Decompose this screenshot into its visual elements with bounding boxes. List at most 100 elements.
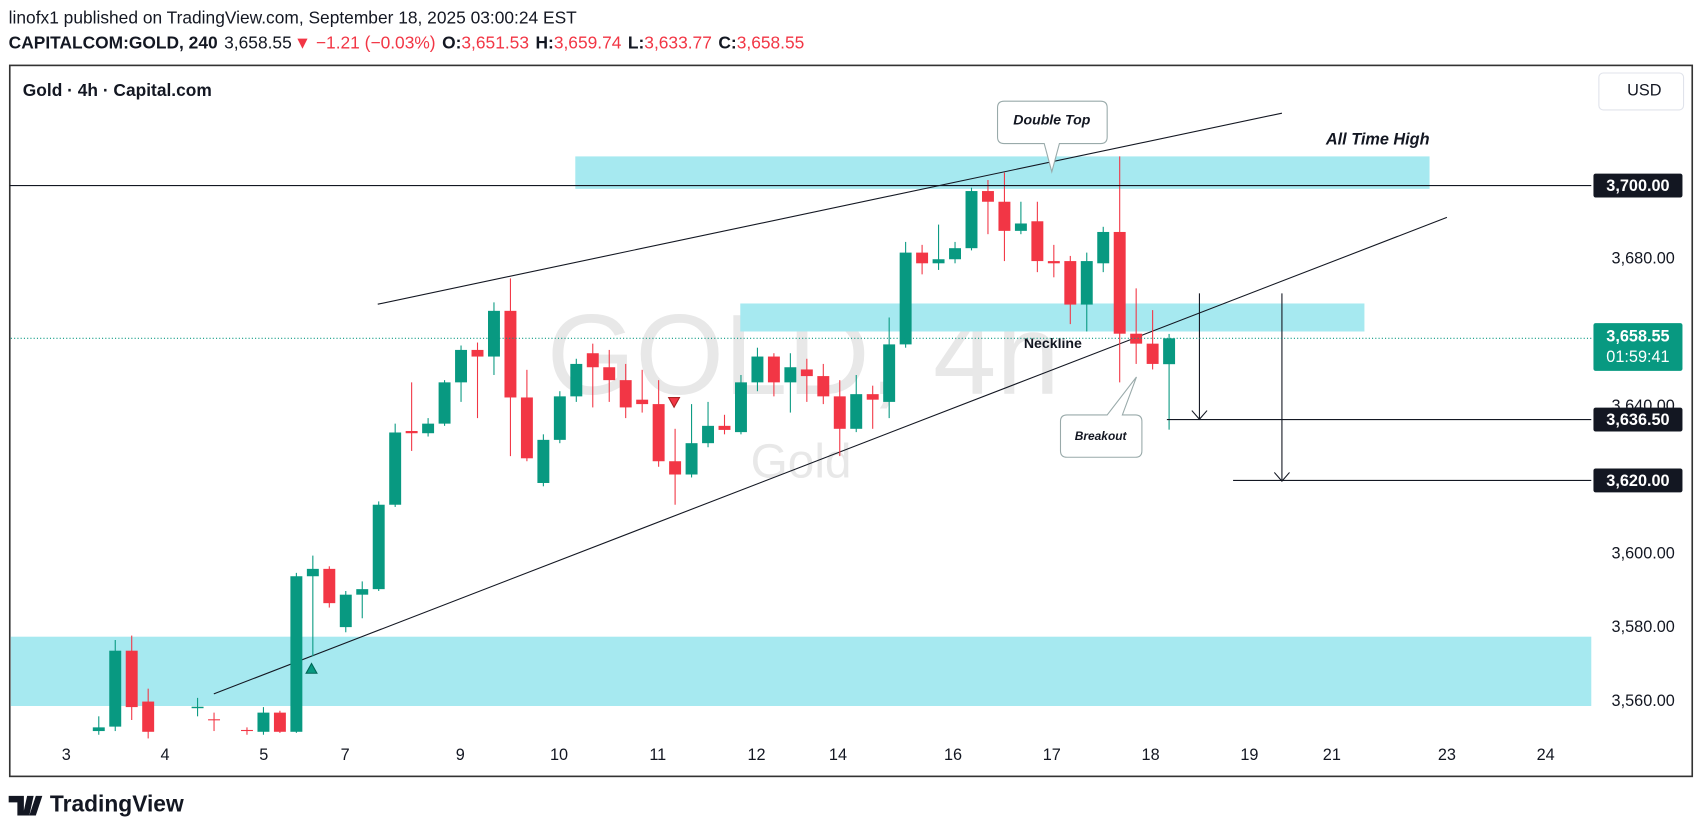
x-tick-label: 19	[1240, 746, 1258, 764]
candle-body	[1163, 338, 1176, 365]
breakout: Breakout	[1075, 429, 1128, 443]
zone	[740, 303, 1365, 332]
candle-body	[1080, 261, 1093, 305]
all-time-high: All Time High	[1325, 131, 1430, 149]
symbol: CAPITALCOM:GOLD, 240	[9, 32, 218, 52]
c: 3,658.55	[737, 32, 805, 52]
x-tick-label: 21	[1323, 746, 1341, 764]
x-tick-label: 14	[829, 746, 847, 764]
candle-body	[306, 568, 319, 577]
countdown: 01:59:41	[1606, 348, 1669, 366]
candle-body	[586, 353, 599, 368]
arrow-2-head	[1273, 472, 1290, 482]
x-tick-label: 23	[1438, 746, 1456, 764]
last-price-label: 3,658.55	[1606, 328, 1669, 346]
x-tick-label: 24	[1537, 746, 1555, 764]
candle-body	[1031, 221, 1044, 262]
level-label-box	[1593, 407, 1683, 432]
brand: TradingView	[50, 791, 184, 817]
x-tick-label: 18	[1142, 746, 1160, 764]
zones	[10, 156, 1592, 706]
candle-body	[833, 396, 846, 429]
chart-title: Gold · 4h · Capital.com	[23, 80, 212, 100]
y-tick-label: 3,560.00	[1612, 692, 1675, 710]
candle-body	[570, 363, 583, 397]
level-label: 3,636.50	[1606, 411, 1669, 429]
candle-body	[685, 443, 698, 475]
buy-marker	[305, 662, 318, 674]
candle-body	[965, 191, 978, 249]
candle-body	[916, 252, 929, 264]
publish-line: linofx1 published on TradingView.com, Se…	[9, 7, 577, 27]
x-tick-label: 12	[748, 746, 766, 764]
candle-body	[125, 650, 138, 708]
candle-body	[1146, 343, 1159, 364]
candle-body	[208, 719, 221, 721]
x-tick-label: 11	[649, 746, 666, 764]
o: 3,651.53	[461, 32, 529, 52]
candle-body	[405, 431, 418, 434]
candle-body	[1113, 231, 1126, 334]
candle-body	[339, 594, 352, 628]
upper-trendline	[377, 112, 1283, 305]
candle-body	[883, 344, 896, 402]
h: 3,659.74	[554, 32, 622, 52]
x-tick-label: 4	[160, 746, 169, 764]
candle-body	[784, 367, 797, 383]
y-tick-label: 3,580.00	[1612, 618, 1675, 636]
candle-body	[981, 191, 994, 202]
x-tick-label: 10	[550, 746, 568, 764]
x-tick-label: 7	[341, 746, 350, 764]
chart-frame	[8, 64, 1694, 778]
candles	[92, 156, 1176, 739]
candle-body	[850, 394, 863, 429]
currency: USD	[1627, 82, 1661, 100]
candle-body	[142, 701, 155, 732]
y-tick-label: 3,680.00	[1612, 250, 1675, 268]
zone	[10, 636, 1592, 706]
candle-body	[767, 356, 780, 383]
candle-body	[1064, 261, 1077, 305]
y-tick-label: 3,600.00	[1612, 544, 1675, 562]
candle-body	[241, 729, 253, 732]
level-label-box	[1593, 468, 1683, 493]
candle-body	[619, 380, 632, 408]
level-label: 3,700.00	[1606, 177, 1669, 195]
double-top-callout	[996, 100, 1108, 174]
candle-body	[1014, 223, 1027, 231]
last: 3,658.55	[224, 32, 292, 52]
candle-body	[899, 252, 912, 345]
last-price-box	[1593, 323, 1683, 371]
candle-body	[191, 706, 204, 709]
candle-body	[471, 349, 484, 357]
candle-body	[438, 382, 451, 424]
candle-body	[290, 576, 303, 732]
axes: 3,560.003,580.003,600.003,640.003,680.00…	[9, 173, 1683, 764]
candle-body	[323, 568, 336, 604]
currency-box[interactable]	[1598, 72, 1685, 111]
sell-marker	[667, 397, 681, 409]
x-tick-label: 9	[456, 746, 465, 764]
candle-body	[949, 248, 962, 260]
candle-body	[1047, 261, 1060, 264]
candle-body	[800, 369, 813, 377]
candle-body	[998, 201, 1011, 231]
c-label: C:	[718, 32, 736, 52]
candle-body	[652, 404, 665, 462]
x-tick-label: 17	[1043, 746, 1061, 764]
candle-body	[603, 367, 616, 381]
candle-body	[702, 425, 715, 444]
candle-body	[520, 397, 533, 459]
x-tick-label: 3	[62, 746, 71, 764]
candle-body	[1097, 231, 1110, 264]
o-label: O:	[442, 32, 461, 52]
l-label: L:	[628, 32, 644, 52]
h-label: H:	[536, 32, 554, 52]
candle-body	[817, 376, 830, 397]
candle-body	[504, 310, 517, 398]
candle-body	[257, 712, 270, 732]
candle-body	[109, 650, 122, 727]
x-tick-label: 16	[944, 746, 962, 764]
